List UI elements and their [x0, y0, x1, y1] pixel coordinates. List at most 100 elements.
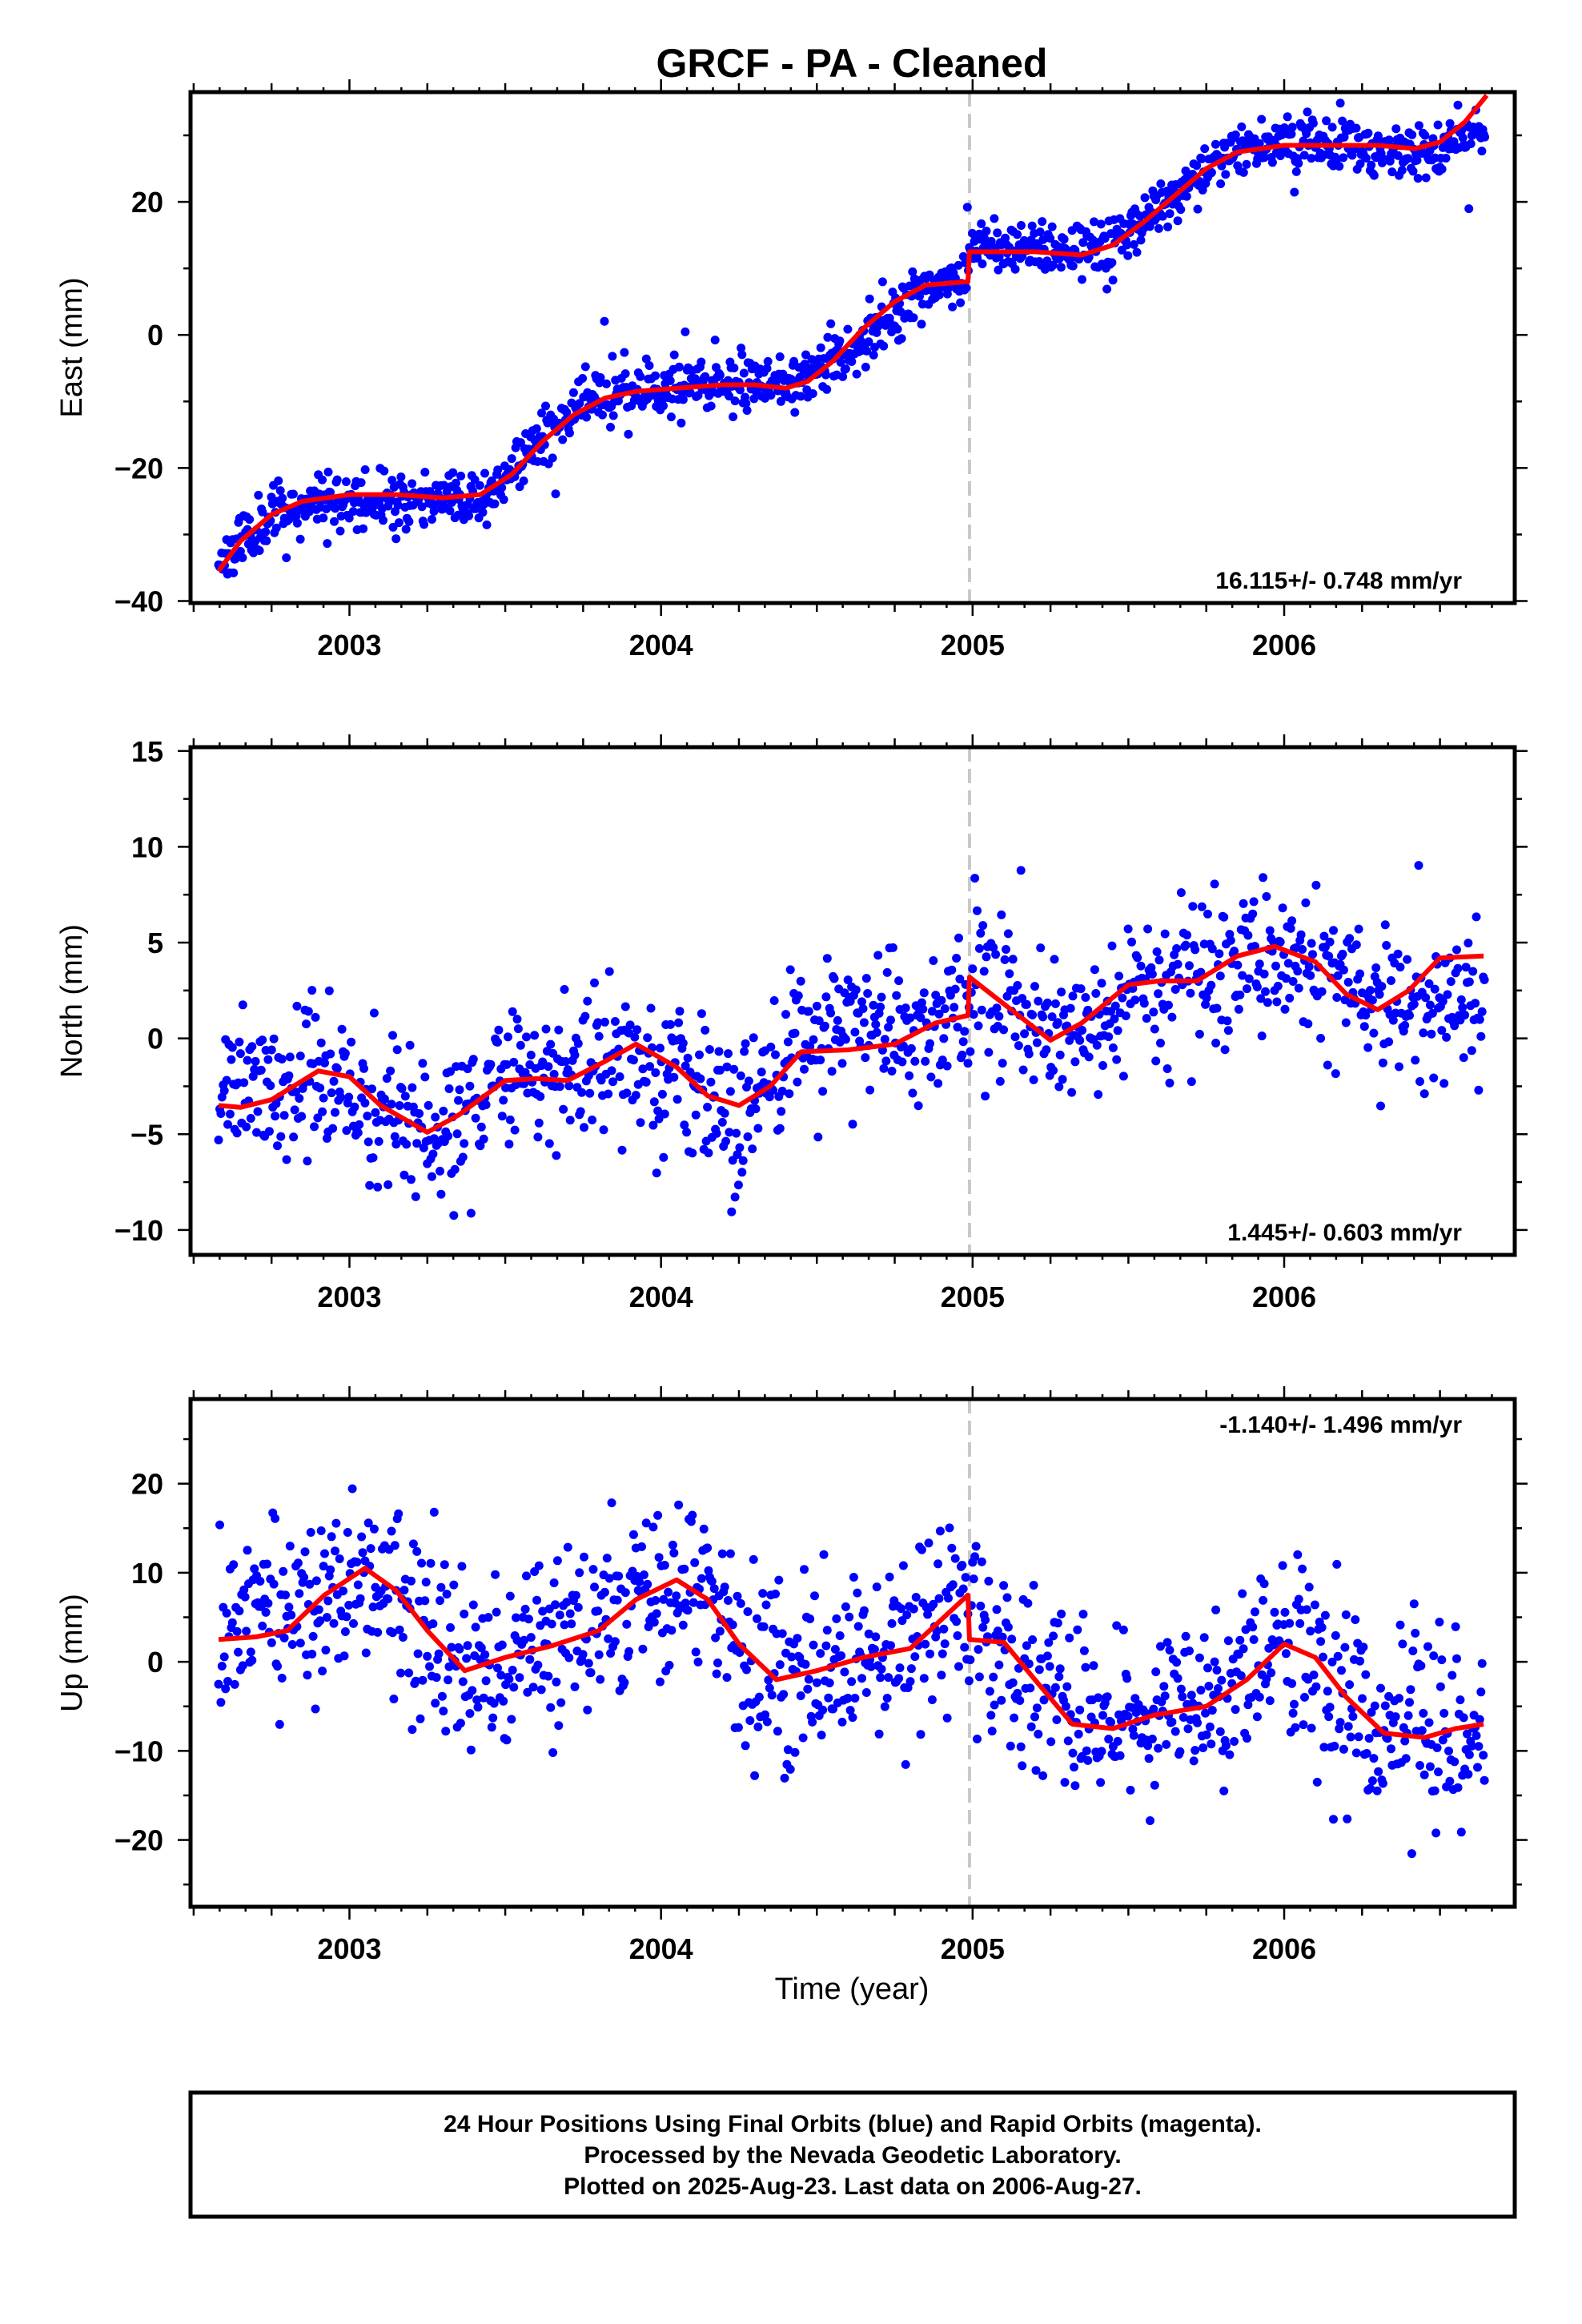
data-point	[793, 991, 803, 1000]
data-point	[1010, 264, 1020, 274]
data-point	[1211, 1039, 1221, 1047]
data-point	[396, 1668, 405, 1678]
data-point	[761, 1600, 771, 1610]
data-point	[300, 1547, 310, 1557]
data-point	[1450, 1021, 1460, 1031]
data-point	[497, 483, 507, 493]
data-point	[429, 1507, 439, 1517]
data-point	[1023, 1598, 1033, 1608]
data-point	[953, 1023, 962, 1032]
data-point	[738, 1156, 748, 1165]
data-point	[725, 1128, 734, 1137]
data-point	[1032, 1703, 1042, 1713]
data-point	[484, 1613, 493, 1622]
data-point	[1323, 1687, 1332, 1696]
data-point	[843, 324, 853, 334]
data-point	[1140, 193, 1150, 203]
data-point	[1466, 139, 1476, 148]
data-point	[460, 1139, 469, 1148]
y-axis-label: Up (mm)	[55, 1594, 89, 1712]
data-point	[909, 1604, 918, 1614]
data-point	[1294, 983, 1303, 993]
data-point	[439, 1707, 448, 1716]
data-point	[513, 1024, 523, 1034]
data-point	[392, 1045, 402, 1055]
data-point	[437, 1691, 447, 1701]
data-point	[1158, 211, 1167, 221]
data-point	[596, 1675, 605, 1684]
data-point	[1057, 1609, 1066, 1618]
data-point	[1393, 949, 1403, 959]
data-point	[534, 1561, 544, 1570]
data-point	[1078, 238, 1088, 247]
data-point	[247, 1042, 257, 1051]
data-point	[219, 1086, 229, 1096]
data-point	[1287, 123, 1297, 132]
data-point	[282, 1155, 291, 1164]
data-point	[507, 454, 516, 464]
data-point	[528, 1683, 538, 1692]
data-point	[1395, 1062, 1403, 1072]
data-point	[524, 1614, 533, 1624]
data-point	[1031, 1766, 1041, 1775]
data-point	[1000, 955, 1010, 964]
data-point	[745, 1716, 755, 1725]
data-point	[235, 1037, 244, 1047]
data-point	[1288, 977, 1298, 986]
data-point	[332, 475, 342, 485]
data-point	[604, 1634, 613, 1643]
data-point	[897, 1057, 907, 1067]
data-point	[1354, 1732, 1363, 1742]
data-point	[869, 350, 878, 360]
data-point	[1407, 1849, 1416, 1859]
data-point	[1010, 1032, 1020, 1042]
data-point	[1090, 965, 1099, 975]
data-point	[254, 490, 263, 500]
data-point	[255, 1577, 265, 1586]
data-point	[879, 341, 889, 351]
data-point	[1339, 1744, 1348, 1754]
data-point	[509, 1057, 519, 1067]
data-point	[653, 1106, 663, 1116]
data-point	[808, 1717, 817, 1727]
data-point	[699, 1524, 709, 1534]
data-point	[1393, 151, 1403, 160]
data-point	[651, 1596, 661, 1605]
data-point	[1453, 1783, 1463, 1792]
data-point	[751, 1104, 761, 1114]
data-point	[1283, 959, 1293, 968]
data-point	[1443, 990, 1452, 999]
data-point	[215, 1520, 224, 1530]
data-point	[425, 487, 435, 497]
data-point	[564, 428, 574, 438]
data-point	[242, 1122, 251, 1132]
data-point	[861, 1053, 870, 1063]
data-point	[295, 1094, 304, 1103]
data-point	[604, 967, 614, 976]
data-point	[578, 374, 588, 383]
data-point	[1156, 179, 1166, 188]
data-point	[319, 513, 328, 523]
data-point	[1480, 1775, 1489, 1785]
data-point	[1032, 1038, 1042, 1047]
data-point	[1255, 1692, 1264, 1702]
data-point	[604, 1089, 613, 1099]
data-point	[405, 1040, 415, 1050]
data-point	[819, 1550, 829, 1559]
data-point	[732, 1128, 741, 1138]
data-point	[340, 1627, 350, 1636]
data-point	[871, 1019, 881, 1029]
data-point	[643, 1033, 652, 1043]
data-point	[715, 1065, 725, 1075]
data-point	[468, 1600, 478, 1610]
data-point	[1453, 963, 1463, 973]
data-point	[1281, 974, 1291, 983]
data-point	[1369, 1754, 1379, 1763]
data-point	[522, 1571, 531, 1581]
data-point	[711, 1633, 721, 1642]
data-point	[733, 1180, 743, 1190]
data-point	[818, 1705, 828, 1715]
data-point	[845, 1612, 854, 1622]
data-point	[576, 1107, 585, 1116]
